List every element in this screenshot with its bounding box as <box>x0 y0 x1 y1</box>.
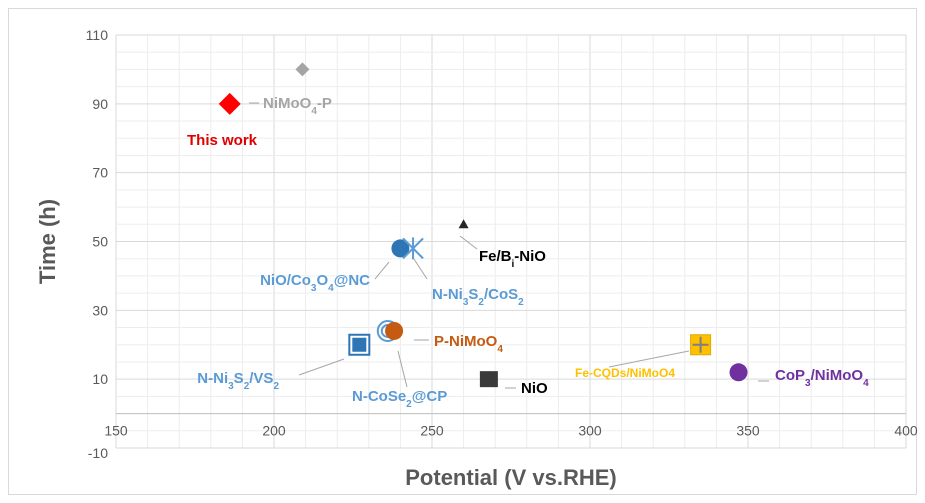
point-labels: This work NiMoO4-P Fe/Bi-NiO NiO/Co3O4@NC N-… <box>187 95 869 410</box>
leader-lines <box>249 102 769 389</box>
y-tick-label: 10 <box>92 371 108 387</box>
x-tick-label: 150 <box>104 423 128 439</box>
x-tick-label: 400 <box>894 423 918 439</box>
x-axis-title: Potential (V vs.RHE) <box>405 465 616 490</box>
marker-fe-bi-nio <box>458 219 469 229</box>
label-nimoo4-p: NiMoO4-P <box>263 95 332 117</box>
marker-n-ni3s2-cos2 <box>402 237 424 260</box>
label-n-cose2-cp: N-CoSe2@CP <box>352 388 447 410</box>
leader-line-fe-cqds-nimoo4 <box>608 350 690 368</box>
x-tick-label: 300 <box>578 423 602 439</box>
leader-line-n-ni3s2-vs2 <box>298 358 345 376</box>
tick-labels: 150 200 250 300 350 400 -10 10 30 50 70 90 110 <box>86 27 918 461</box>
marker-this-work <box>218 92 241 115</box>
y-axis-title: Time (h) <box>35 199 60 284</box>
marker-fe-cqds-nimoo4 <box>690 334 712 356</box>
label-nio: NiO <box>521 380 548 397</box>
chart-frame: 150 200 250 300 350 400 -10 10 30 50 70 90 110 This … <box>8 8 918 495</box>
marker-nio-co3o4-nc <box>391 239 410 258</box>
leader-line-n-ni3s2-cos2 <box>413 258 428 280</box>
leader-line-fe-bi-nio <box>459 235 478 250</box>
label-nio-co3o4-nc: NiO/Co3O4@NC <box>260 272 370 294</box>
x-tick-label: 250 <box>420 423 444 439</box>
y-tick-label: 50 <box>92 234 108 250</box>
marker-nio <box>479 371 498 388</box>
marker-nimoo4-p <box>295 62 310 77</box>
label-n-ni3s2-cos2: N-Ni3S2/CoS2 <box>432 286 524 308</box>
grid <box>115 34 907 449</box>
label-p-nimoo4: P-NiMoO4 <box>434 333 503 355</box>
label-this-work: This work <box>187 132 258 149</box>
y-tick-label: 110 <box>86 27 109 43</box>
label-n-ni3s2-vs2: N-Ni3S2/VS2 <box>197 370 279 392</box>
y-tick-label: 70 <box>92 165 108 181</box>
y-tick-label: -10 <box>88 445 108 461</box>
y-tick-label: 30 <box>92 302 108 318</box>
label-fe-bi-nio: Fe/Bi-NiO <box>479 248 546 270</box>
label-cop3-nimoo4: CoP3/NiMoO4 <box>775 367 869 389</box>
marker-n-ni3s2-vs2 <box>348 333 371 356</box>
x-tick-label: 200 <box>262 423 286 439</box>
x-tick-label: 350 <box>736 423 760 439</box>
y-tick-label: 90 <box>92 96 108 112</box>
label-fe-cqds-nimoo4: Fe-CQDs/NiMoO4 <box>575 366 675 380</box>
leader-line-nio-co3o4-nc <box>374 261 390 280</box>
scatter-chart: 150 200 250 300 350 400 -10 10 30 50 70 90 110 This … <box>35 27 918 490</box>
marker-p-nimoo4 <box>385 321 404 340</box>
data-markers <box>218 62 748 388</box>
leader-line-n-cose2-cp <box>397 350 408 388</box>
marker-cop3-nimoo4 <box>729 363 748 382</box>
